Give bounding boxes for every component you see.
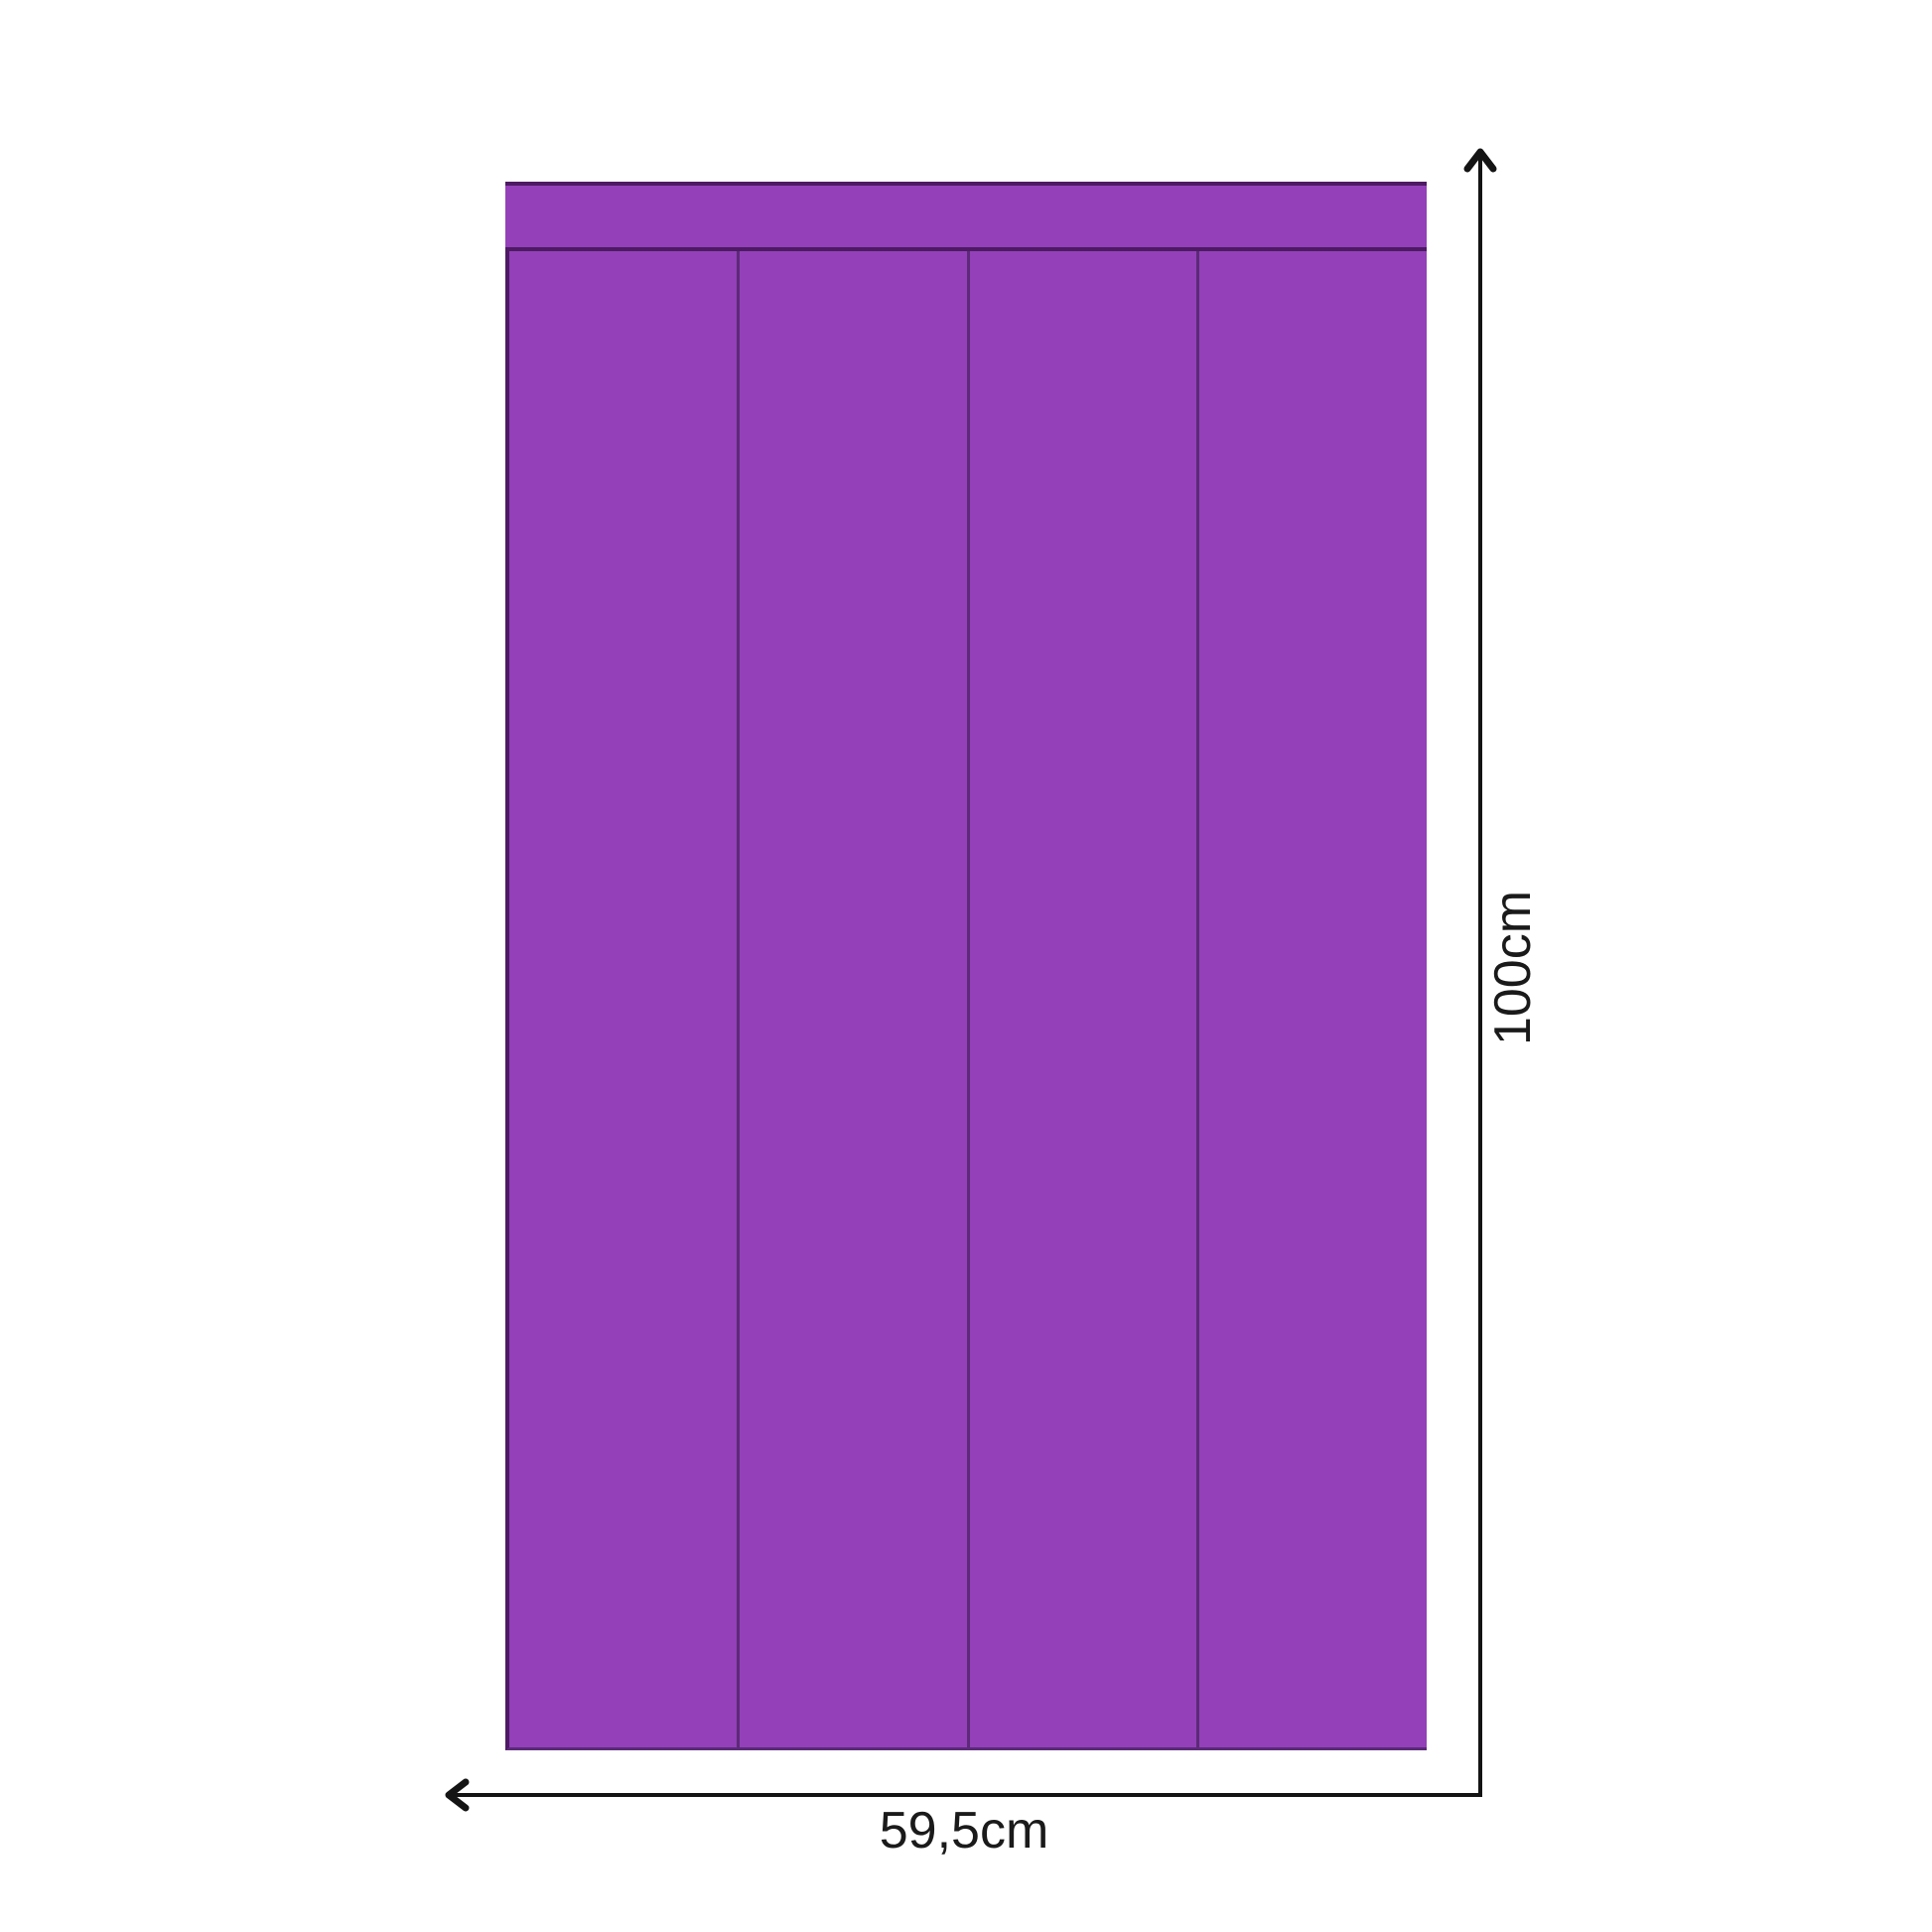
slat [739, 251, 967, 1747]
height-dimension-label: 100cm [1484, 890, 1542, 1046]
slat [969, 251, 1197, 1747]
slat [1199, 251, 1427, 1747]
slat-row [505, 251, 1427, 1750]
panel-top-rail [505, 182, 1427, 251]
width-dimension-label: 59,5cm [879, 1802, 1049, 1860]
slat [509, 251, 737, 1747]
arrowhead-left-icon [445, 1778, 470, 1812]
arrowhead-up-icon [1463, 148, 1497, 173]
